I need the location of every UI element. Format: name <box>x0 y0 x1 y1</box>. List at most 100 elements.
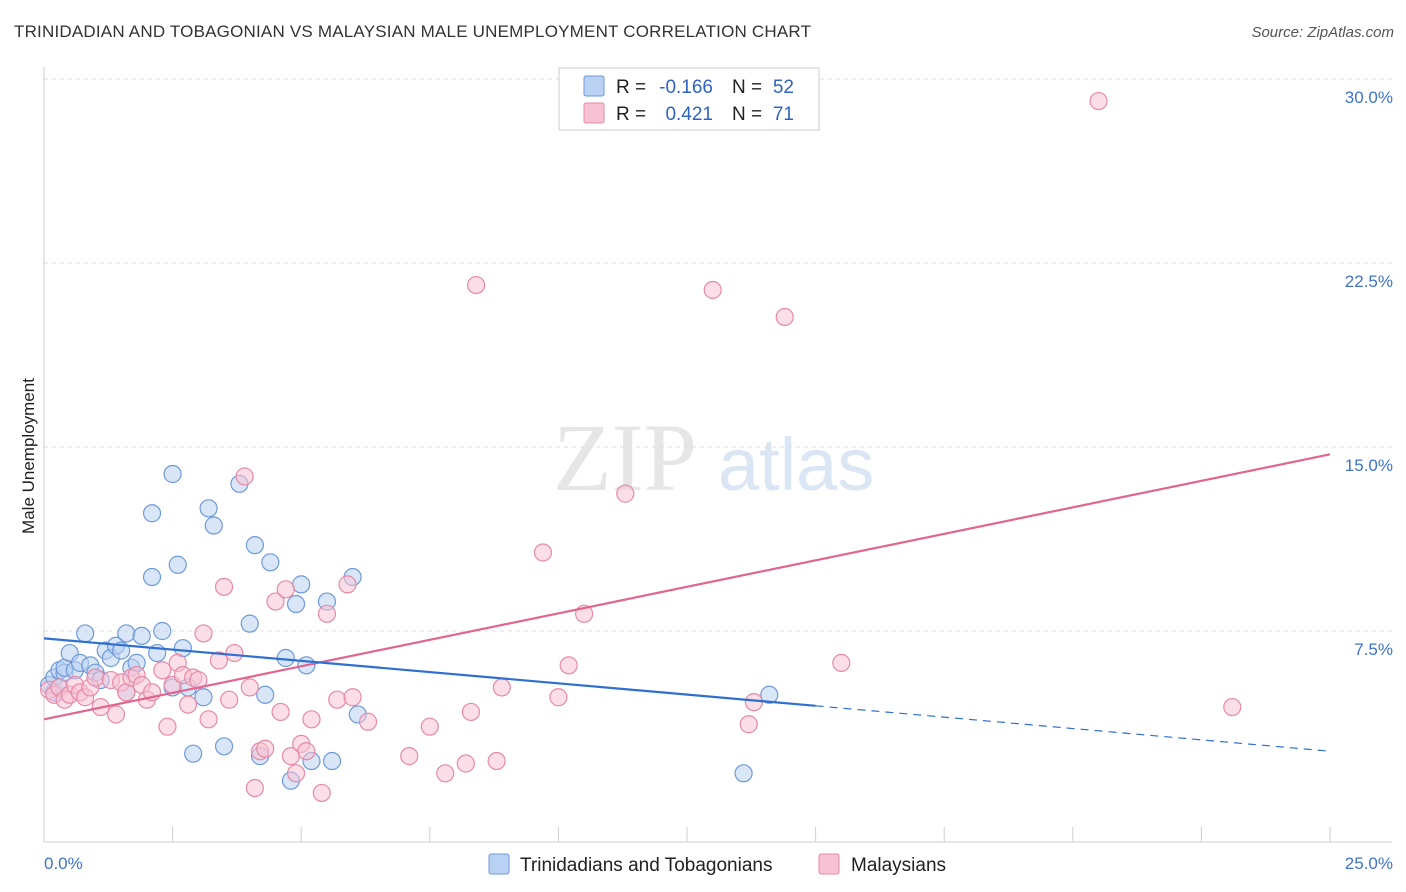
malaysian-point-31 <box>214 577 234 596</box>
y-tick-label-1: 15.0% <box>1345 456 1393 475</box>
bottom-legend-swatch-blue <box>488 853 510 875</box>
trinidadian-point-53 <box>734 764 753 783</box>
malaysian-point-46 <box>302 710 321 729</box>
axes <box>43 67 1392 843</box>
malaysian-point-61 <box>533 543 553 562</box>
malaysian-point-60 <box>492 678 511 697</box>
trinidadian-point-33 <box>194 688 213 707</box>
trinidadian-point-41 <box>256 685 275 704</box>
malaysian-point-30 <box>209 651 228 670</box>
trinidadian-point-26 <box>153 621 172 641</box>
series-malaysians-points <box>40 91 1242 803</box>
trinidadian-point-39 <box>245 536 265 555</box>
legend-n-value-2: 71 <box>773 104 794 125</box>
bottom-legend-label-malaysians: Malaysians <box>851 855 946 876</box>
trinidadian-point-45 <box>286 594 306 614</box>
malaysian-point-32 <box>220 690 239 709</box>
malaysian-point-56 <box>456 754 475 773</box>
malaysian-point-39 <box>266 592 285 611</box>
legend-r-value-1: -0.166 <box>659 77 713 98</box>
source-label: Source: ZipAtlas.com <box>1251 24 1394 41</box>
trinidadian-point-34 <box>199 499 218 518</box>
malaysian-point-58 <box>466 275 486 295</box>
malaysian-point-71 <box>1089 91 1108 111</box>
malaysian-point-55 <box>436 764 455 783</box>
grid <box>44 78 1392 632</box>
y-tick-label-3: 30.0% <box>1345 88 1393 107</box>
malaysian-point-67 <box>739 715 758 734</box>
malaysian-point-69 <box>775 307 794 327</box>
chart-title: TRINIDADIAN AND TOBAGONIAN VS MALAYSIAN … <box>14 22 812 41</box>
legend-r-value-2: 0.421 <box>665 104 713 125</box>
legend-r-label-2: R = <box>616 104 646 125</box>
malaysian-point-62 <box>549 688 568 707</box>
legend-swatch-pink <box>583 102 605 124</box>
y-axis-label: Male Unemployment <box>19 378 38 534</box>
x-tick-label-min: 0.0% <box>44 854 83 873</box>
trinidadian-point-46 <box>292 575 311 594</box>
malaysian-point-54 <box>420 717 439 736</box>
malaysian-point-70 <box>832 653 851 672</box>
trinidadian-point-36 <box>214 737 234 756</box>
malaysian-point-34 <box>235 467 254 486</box>
malaysian-point-45 <box>297 742 316 761</box>
trinidadian-point-54 <box>760 685 779 704</box>
trinidadian-point-32 <box>184 744 203 763</box>
malaysian-point-36 <box>245 778 265 798</box>
trinidadian-point-22 <box>132 626 151 646</box>
malaysian-point-35 <box>240 678 259 697</box>
watermark-atlas: atlas <box>718 423 874 506</box>
malaysian-point-29 <box>199 710 218 729</box>
malaysian-point-12 <box>106 705 126 724</box>
legend-n-label-1: N = <box>732 77 762 98</box>
malaysian-point-48 <box>317 604 337 623</box>
series-legend: Trinidadians and Tobagonians Malaysians <box>488 853 946 876</box>
trinidadian-point-24 <box>142 567 162 587</box>
legend-swatch-blue <box>583 75 605 97</box>
malaysian-point-21 <box>158 717 177 736</box>
malaysian-point-53 <box>400 747 419 766</box>
bottom-legend-label-trinidadians: Trinidadians and Tobagonians <box>520 855 772 876</box>
malaysian-point-33 <box>225 643 244 663</box>
malaysian-point-65 <box>616 484 635 503</box>
malaysian-point-38 <box>256 739 275 758</box>
malaysian-point-52 <box>358 712 378 731</box>
malaysian-point-43 <box>286 764 306 783</box>
legend-r-label-1: R = <box>616 77 646 98</box>
trinidadian-point-28 <box>163 464 182 484</box>
malaysian-point-20 <box>153 661 172 680</box>
malaysian-point-59 <box>487 751 506 771</box>
trinidadian-point-10 <box>76 624 95 643</box>
bottom-legend-swatch-pink <box>818 853 840 875</box>
series-trinidadians-points <box>40 464 779 790</box>
trinidadian-point-42 <box>261 553 280 572</box>
trend-lines <box>43 453 1331 752</box>
y-tick-labels: 7.5% 15.0% 22.5% 30.0% <box>1345 88 1393 659</box>
y-tick-label-0: 7.5% <box>1354 640 1393 659</box>
malaysian-point-49 <box>328 690 347 709</box>
trinidadians-trend-extension <box>815 705 1331 752</box>
legend-n-value-1: 52 <box>773 77 794 98</box>
malaysians-trend-line <box>43 453 1331 721</box>
malaysian-point-9 <box>86 668 105 687</box>
malaysian-point-57 <box>461 702 481 722</box>
x-tick-label-max: 25.0% <box>1345 854 1393 873</box>
trinidadian-point-35 <box>204 516 223 535</box>
malaysian-point-40 <box>271 702 290 722</box>
malaysian-point-51 <box>343 688 362 707</box>
malaysian-point-25 <box>178 695 198 714</box>
malaysian-point-28 <box>194 624 213 643</box>
malaysian-point-66 <box>703 280 722 300</box>
malaysian-point-63 <box>559 656 578 675</box>
malaysian-point-41 <box>276 580 295 599</box>
trinidadian-point-38 <box>240 614 259 633</box>
trinidadians-trend-line <box>43 637 816 707</box>
y-tick-label-2: 22.5% <box>1345 272 1393 291</box>
trinidadian-point-18 <box>117 624 136 643</box>
malaysian-point-50 <box>338 575 357 594</box>
trinidadian-point-50 <box>322 751 342 771</box>
malaysian-point-68 <box>744 693 763 712</box>
malaysian-point-47 <box>312 783 331 803</box>
trinidadian-point-29 <box>168 555 187 574</box>
